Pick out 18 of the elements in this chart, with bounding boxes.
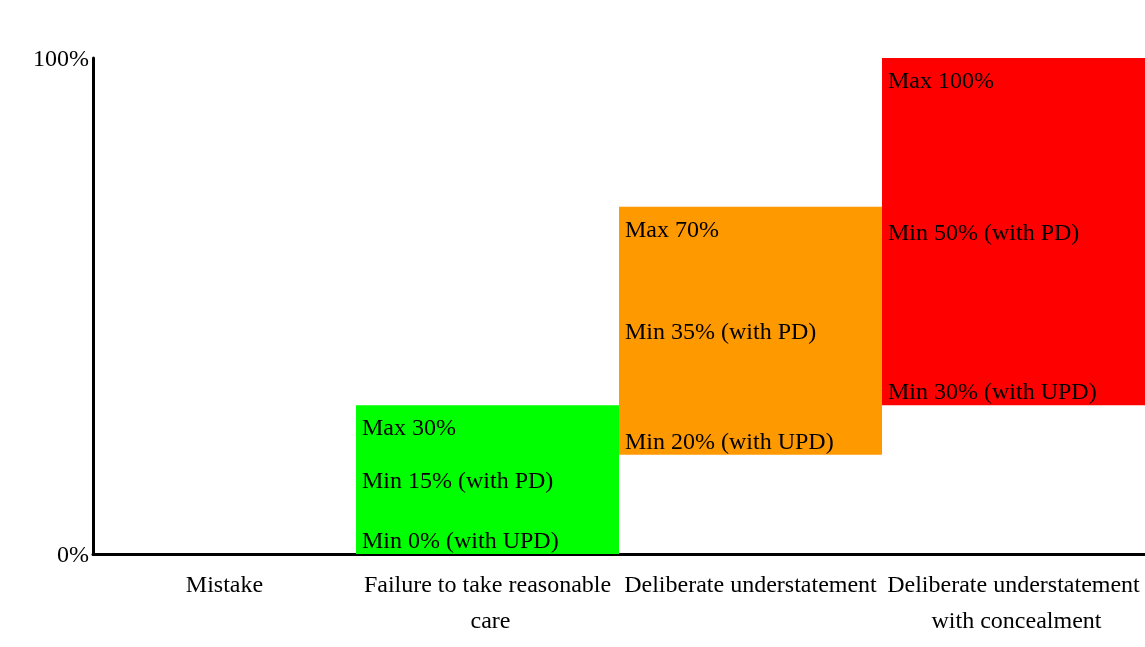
annotation: Max 70% [625,215,719,242]
x-tick-label: Mistake [185,571,264,597]
annotation: Min 30% (with UPD) [888,378,1097,405]
x-tick-label: Deliberate understatement [624,571,878,597]
bar [882,58,1145,406]
bar [356,405,619,554]
annotation: Min 15% (with PD) [362,466,554,493]
x-tick-label: Failure to take reasonable care [363,571,612,633]
annotation: Min 50% (with PD) [888,218,1080,245]
bar [619,206,882,455]
annotation: Min 0% (with UPD) [362,527,559,553]
annotation: Min 20% (with UPD) [625,427,834,454]
x-tick-label: Deliberate understatement with concealment [887,571,1141,633]
annotation: Max 100% [888,67,994,93]
annotation: Min 35% (with PD) [625,317,817,344]
annotation: Max 30% [362,414,456,441]
y-tick-label: 100% [33,45,89,71]
y-tick-label: 0% [57,541,89,567]
